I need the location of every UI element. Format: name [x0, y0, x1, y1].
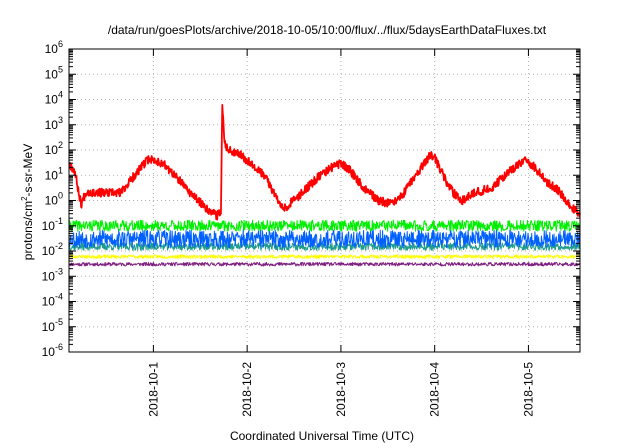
x-tick-label: 2018-10-1	[146, 362, 160, 417]
series-line	[68, 104, 581, 221]
y-tick-label: 100	[45, 191, 63, 208]
x-tick-label: 2018-10-4	[428, 362, 442, 417]
series-line	[68, 219, 581, 232]
y-tick-label: 10-3	[42, 266, 63, 283]
y-tick-label: 10-2	[42, 241, 63, 258]
x-tick-label: 2018-10-5	[521, 362, 535, 417]
y-tick-label: 10-1	[42, 216, 63, 233]
y-axis-label: protons/cm2-s-sr-MeV	[20, 144, 35, 260]
x-tick-label: 2018-10-3	[334, 362, 348, 417]
x-axis-label: Coordinated Universal Time (UTC)	[230, 429, 414, 443]
grid-lines	[69, 49, 580, 352]
y-tick-label: 104	[45, 90, 63, 107]
y-tick-label: 10-6	[42, 342, 63, 359]
chart-title: /data/run/goesPlots/archive/2018-10-05/1…	[108, 23, 547, 37]
y-tick-label: 102	[45, 140, 63, 157]
y-tick-label: 101	[45, 165, 63, 182]
y-tick-label: 10-5	[42, 317, 63, 334]
y-tick-label: 105	[45, 64, 63, 81]
series-line	[68, 229, 581, 249]
series-line	[68, 261, 581, 267]
y-tick-label: 103	[45, 115, 63, 132]
series-line	[68, 254, 581, 259]
y-tick-label: 106	[45, 39, 63, 56]
y-tick-label: 10-4	[42, 292, 63, 309]
data-series	[68, 104, 581, 267]
x-tick-label: 2018-10-2	[240, 362, 254, 417]
axes: 10-6 10-5 10-4 10-3 10-2 10-1 100 101 102 103 104 1…	[42, 39, 580, 417]
